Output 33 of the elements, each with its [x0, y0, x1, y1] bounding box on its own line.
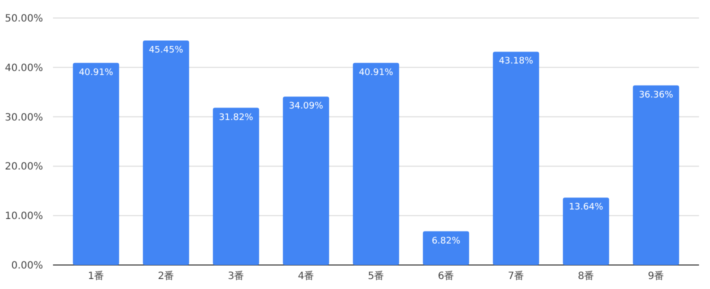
y-tick-label: 20.00% — [4, 162, 43, 173]
y-tick-label: 50.00% — [4, 14, 43, 24]
bar — [282, 96, 330, 265]
bar — [212, 108, 260, 265]
x-tick-label: 7番 — [508, 270, 524, 282]
bar — [562, 198, 610, 265]
data-label: 40.91% — [78, 68, 114, 78]
x-tick-label: 6番 — [438, 270, 454, 282]
y-tick-label: 10.00% — [4, 211, 43, 222]
bar — [352, 62, 400, 265]
y-tick-label: 40.00% — [4, 62, 43, 74]
x-tick-label: 3番 — [228, 270, 244, 282]
x-tick-label: 2番 — [158, 270, 174, 282]
x-tick-label: 8番 — [578, 270, 594, 282]
data-label: 45.45% — [148, 45, 184, 56]
data-label: 34.09% — [288, 102, 324, 112]
data-label: 36.36% — [638, 90, 674, 100]
data-label: 13.64% — [568, 202, 604, 213]
x-tick-label: 4番 — [298, 270, 314, 282]
x-tick-label: 9番 — [648, 270, 664, 282]
y-tick-label: 0.00% — [11, 260, 43, 272]
y-tick-label: 30.00% — [4, 112, 43, 124]
data-label: 43.18% — [498, 56, 534, 67]
bar — [142, 40, 190, 265]
data-label: 6.82% — [432, 236, 461, 246]
bar — [422, 231, 470, 265]
x-tick-label: 1番 — [88, 270, 104, 282]
data-label: 40.91% — [358, 68, 394, 78]
data-label: 31.82% — [218, 112, 254, 123]
x-tick-label: 5番 — [368, 270, 384, 282]
bar — [72, 62, 120, 265]
bar — [632, 85, 680, 265]
bar — [492, 52, 540, 265]
